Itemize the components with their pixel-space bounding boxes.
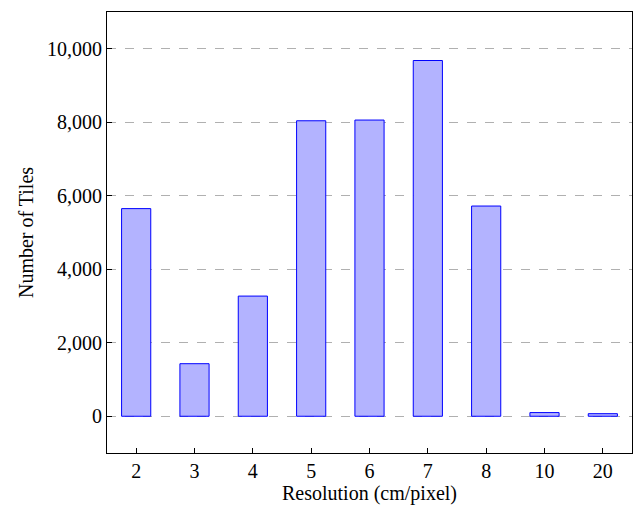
svg-text:6,000: 6,000 [57, 185, 102, 207]
svg-text:4: 4 [248, 460, 258, 482]
svg-text:8: 8 [481, 460, 491, 482]
svg-text:8,000: 8,000 [57, 111, 102, 133]
svg-text:10,000: 10,000 [47, 38, 102, 60]
svg-text:10: 10 [535, 460, 555, 482]
svg-text:20: 20 [593, 460, 613, 482]
svg-text:Number of Tiles: Number of Tiles [15, 167, 37, 298]
svg-text:2,000: 2,000 [57, 332, 102, 354]
svg-text:Resolution (cm/pixel): Resolution (cm/pixel) [282, 482, 457, 505]
svg-text:6: 6 [365, 460, 375, 482]
svg-text:2: 2 [131, 460, 141, 482]
svg-text:0: 0 [92, 405, 102, 427]
svg-text:4,000: 4,000 [57, 258, 102, 280]
svg-text:5: 5 [306, 460, 316, 482]
svg-text:3: 3 [190, 460, 200, 482]
svg-text:7: 7 [423, 460, 433, 482]
